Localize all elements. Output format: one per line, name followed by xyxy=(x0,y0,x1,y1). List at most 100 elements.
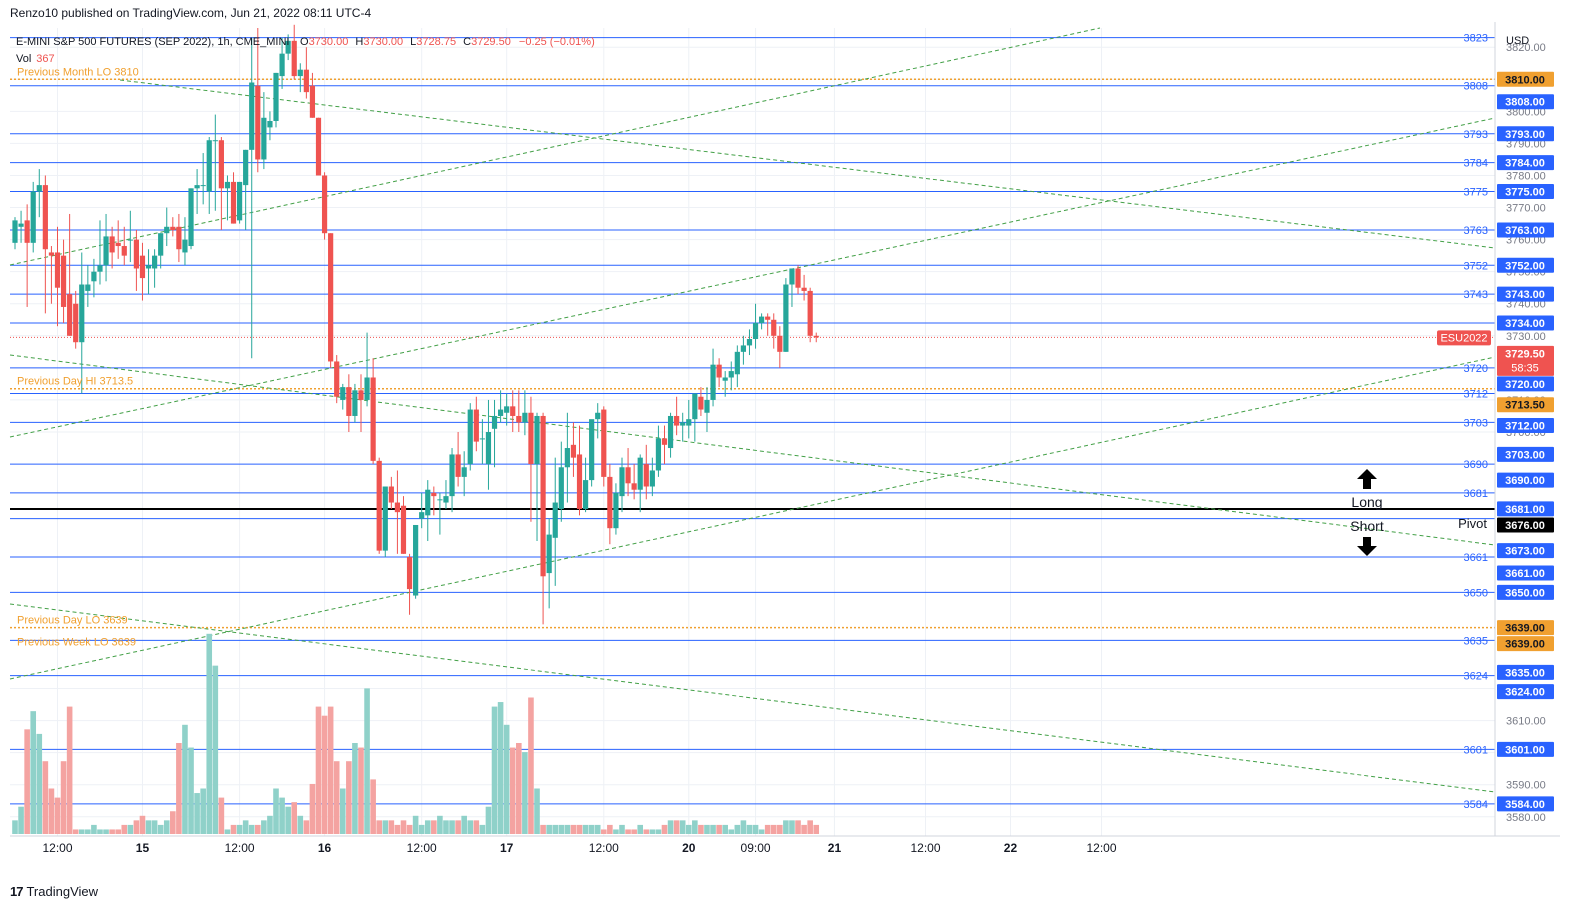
candle-body xyxy=(285,40,291,54)
price-badge xyxy=(1497,286,1554,302)
candle-body xyxy=(188,188,194,247)
volume-bar xyxy=(200,788,206,834)
volume-bar xyxy=(594,824,601,834)
price-badge-label: 3635.00 xyxy=(1505,667,1545,679)
candle-body xyxy=(224,181,231,189)
candle-body xyxy=(722,377,728,381)
level-line-label: 3690 xyxy=(1464,459,1488,471)
candle-body xyxy=(267,120,273,128)
candle-body xyxy=(103,236,109,266)
candle-body xyxy=(212,140,218,142)
candle-body xyxy=(73,303,79,343)
volume-bar xyxy=(528,697,534,834)
price-chart[interactable]: 12:00 15 12:00 16 12:00 17 12:00 20 09:00 21 12:00… xyxy=(0,0,1586,880)
candle-body xyxy=(91,271,97,282)
candle-body xyxy=(461,467,467,477)
candle-body xyxy=(455,454,461,477)
price-badge-label: 3734.00 xyxy=(1505,318,1545,330)
candle-body xyxy=(182,239,188,253)
candle-body xyxy=(637,457,643,490)
candle-body xyxy=(734,351,740,375)
candle-body xyxy=(48,252,55,256)
candle-body xyxy=(759,316,765,323)
candle-body xyxy=(655,438,662,471)
volume-bar xyxy=(230,824,237,834)
volume-bar xyxy=(509,747,516,834)
volume-bar xyxy=(182,724,188,834)
candle-body xyxy=(789,268,795,285)
volume-bar xyxy=(801,824,807,834)
candle-body xyxy=(710,364,716,400)
ohlc-change: −0.25 (−0.01%) xyxy=(519,36,595,48)
candle-body xyxy=(406,557,413,590)
price-badge xyxy=(1497,501,1554,517)
volume-bar xyxy=(406,824,413,834)
volume-bar xyxy=(273,788,279,834)
candle-body xyxy=(121,246,127,256)
volume-bar xyxy=(346,761,352,834)
candle-body xyxy=(522,412,528,423)
candle-body xyxy=(649,470,655,487)
volume-bar xyxy=(151,820,158,834)
price-badge-label: 3720.00 xyxy=(1505,379,1545,391)
candle-body xyxy=(176,226,182,250)
candle-body xyxy=(443,496,449,503)
volume-bar xyxy=(576,824,583,834)
price-badge-label: 3681.00 xyxy=(1505,504,1545,516)
volume-bar xyxy=(643,829,650,834)
volume-bar xyxy=(170,811,176,834)
candle-body xyxy=(425,489,431,516)
candle-body xyxy=(540,415,546,577)
volume-bar xyxy=(194,793,200,834)
candle-body xyxy=(746,339,753,346)
volume-legend: Vol 367 xyxy=(16,53,55,65)
price-tick-label: 3770.00 xyxy=(1506,203,1546,215)
time-axis-label: 15 xyxy=(136,841,150,855)
price-badge xyxy=(1497,684,1554,700)
price-badge-label: 3752.00 xyxy=(1505,260,1545,272)
volume-bar xyxy=(267,815,273,834)
price-badge xyxy=(1497,94,1554,110)
level-line-label: 3720 xyxy=(1464,363,1488,375)
volume-bar xyxy=(176,743,182,834)
candle-body xyxy=(346,387,352,416)
pivot-annotation: Pivot xyxy=(1458,516,1487,531)
level-line-label: 3681 xyxy=(1464,488,1488,500)
volume-bar xyxy=(333,761,340,834)
candle-body xyxy=(315,117,322,176)
price-badge-label: 3729.50 xyxy=(1505,348,1545,360)
volume-bar xyxy=(115,829,121,834)
volume-bar xyxy=(649,829,656,834)
volume-bar xyxy=(358,747,364,834)
candle-body xyxy=(783,284,789,352)
level-line-label: 3775 xyxy=(1464,187,1488,199)
candle-body xyxy=(485,432,492,465)
candle-body xyxy=(24,220,30,243)
volume-bar xyxy=(485,806,492,834)
candle-body xyxy=(297,69,303,77)
candle-body xyxy=(692,393,698,420)
price-tick-label: 3780.00 xyxy=(1506,170,1546,182)
volume-bar xyxy=(103,829,109,834)
volume-bar xyxy=(255,824,261,834)
volume-bar xyxy=(18,806,24,834)
volume-bar xyxy=(370,779,376,834)
candle-body xyxy=(309,85,316,118)
price-badge xyxy=(1497,184,1554,200)
volume-bar xyxy=(339,788,346,834)
candle-body xyxy=(534,415,540,465)
candle-body xyxy=(243,149,249,186)
level-line-label: 3752 xyxy=(1464,260,1488,272)
candle-body xyxy=(358,390,364,400)
long-annotation: Long xyxy=(1351,494,1382,510)
candle-body xyxy=(340,387,346,400)
candle-body xyxy=(619,467,625,497)
tradingview-brand[interactable]: 17 TradingView xyxy=(10,884,98,899)
candle-body xyxy=(510,406,516,416)
volume-bar xyxy=(236,824,243,834)
volume-bar xyxy=(813,824,820,834)
volume-bar xyxy=(291,802,298,834)
candle-body xyxy=(236,181,243,221)
volume-bar xyxy=(722,824,728,834)
candle-body xyxy=(279,53,285,77)
